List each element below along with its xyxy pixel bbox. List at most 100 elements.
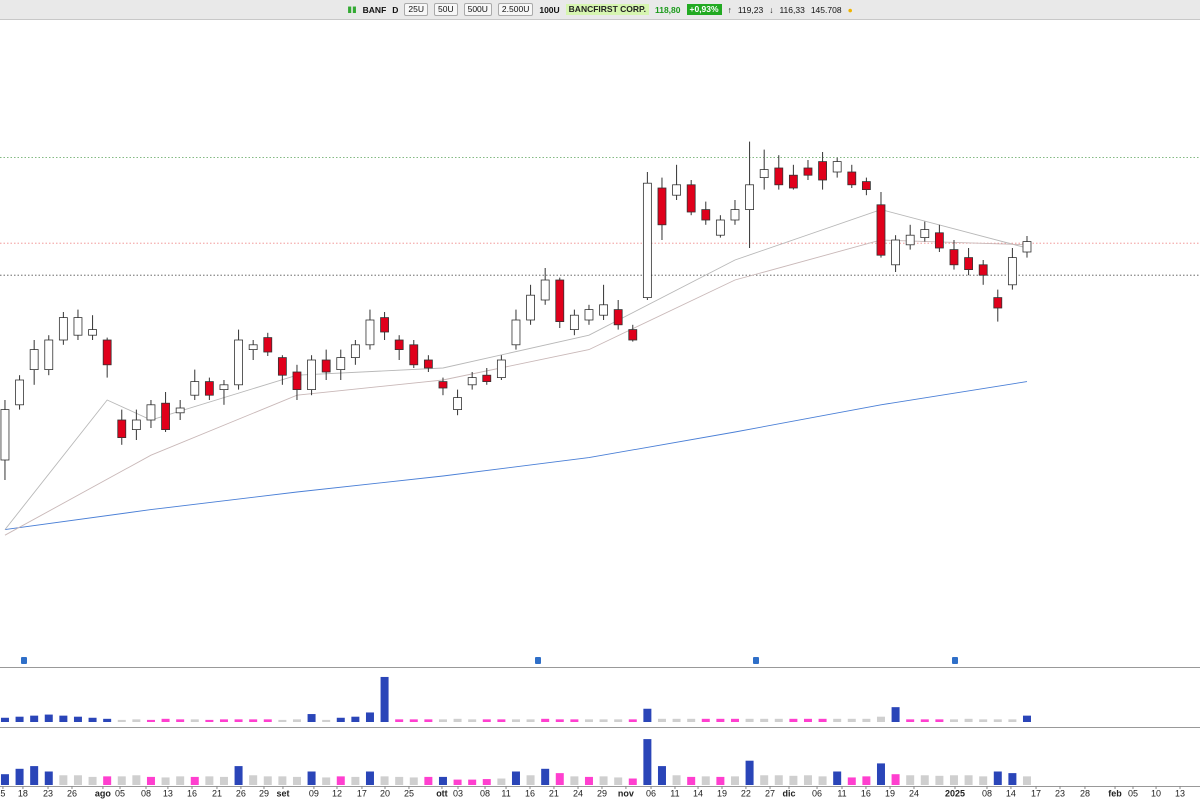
volume-bar [365, 712, 374, 722]
x-tick-label: 19 [885, 788, 895, 798]
volume-bar [614, 777, 623, 785]
x-tick-label: ott [436, 788, 448, 798]
volume-bar [424, 776, 433, 785]
volume-bar [1022, 715, 1031, 722]
volume-bar [0, 717, 9, 722]
moving-average [4, 209, 1028, 530]
range-button[interactable]: 2.500U [497, 3, 534, 16]
change: +0,93% [686, 4, 722, 15]
volume-bar [906, 719, 915, 722]
volume-bar [1008, 773, 1017, 785]
volume-bar [774, 775, 783, 785]
candle-body [380, 317, 389, 333]
candle-body [964, 257, 973, 271]
event-marker[interactable] [952, 657, 958, 664]
volume-bar [1008, 719, 1017, 722]
volume-bar [292, 776, 301, 785]
candle-body [131, 419, 141, 431]
candle-body [15, 379, 24, 406]
volume-bar [322, 777, 331, 785]
range-button[interactable]: 25U [404, 3, 428, 16]
volume-bar [292, 719, 301, 722]
volume-bar [774, 718, 783, 722]
low-arrow: ↓ [769, 4, 774, 15]
x-tick-label: 13 [1175, 788, 1185, 798]
candle-body [920, 229, 930, 239]
x-tick-label: 03 [453, 788, 463, 798]
candle-body [613, 309, 623, 326]
volume-bar [687, 718, 696, 722]
volume-bar [438, 776, 447, 785]
volume-bar [190, 719, 199, 722]
candle-body [423, 359, 433, 369]
volume-bar [395, 776, 404, 785]
event-marker[interactable] [753, 657, 759, 664]
candle-body [307, 359, 316, 391]
volume-bar [482, 719, 491, 722]
volume-bar [628, 778, 637, 785]
volume-bar [716, 718, 725, 722]
candle-body [511, 319, 521, 346]
bars-select[interactable]: 100U [539, 4, 560, 15]
candle-body [438, 381, 448, 389]
x-tick-label: 17 [357, 788, 367, 798]
candle-body [628, 329, 638, 341]
volume-bar [15, 716, 24, 722]
volume-bar [818, 718, 827, 722]
candle-body [526, 294, 535, 321]
volume-bar [876, 716, 885, 722]
candle-body [715, 219, 725, 236]
candle-body [394, 339, 404, 351]
volume-bar [584, 719, 593, 722]
x-tick-label: 09 [309, 788, 319, 798]
candle-body [321, 359, 331, 373]
chart-icon[interactable]: ▮▮ [347, 4, 357, 14]
volume-bar [205, 719, 214, 722]
volume-bar [789, 775, 798, 785]
volume-bar [511, 719, 520, 722]
candle-body [686, 184, 696, 213]
x-tick-label: 29 [259, 788, 269, 798]
candle-body [29, 349, 39, 371]
x-tick-label: 11 [837, 788, 846, 798]
volume-bar [132, 775, 141, 785]
candle-body [993, 297, 1003, 309]
range-button[interactable]: 50U [434, 3, 458, 16]
x-tick-label: 29 [597, 788, 607, 798]
candle-body [1022, 241, 1032, 253]
volume-bar [526, 719, 535, 722]
candle-body [759, 169, 769, 179]
volume-bar [176, 719, 185, 722]
x-tick-label: 22 [741, 788, 751, 798]
event-marker[interactable] [21, 657, 27, 664]
x-tick-label: 21 [212, 788, 222, 798]
candle-body [0, 409, 10, 461]
volume-bar [555, 719, 564, 722]
x-tick-label: 24 [573, 788, 583, 798]
candle-body [847, 171, 857, 186]
volume-bar [161, 777, 170, 785]
x-tick-label: feb [1108, 788, 1122, 798]
volume-bar [760, 718, 769, 722]
moving-average [4, 381, 1028, 531]
x-tick-label: 5 [0, 788, 5, 798]
volume-bar [599, 719, 608, 722]
moving-average [4, 239, 1028, 536]
period[interactable]: D [392, 4, 399, 15]
volume-bar [701, 718, 710, 722]
high-arrow: ↑ [727, 4, 732, 15]
candle-body [496, 359, 506, 379]
x-tick-label: 06 [812, 788, 822, 798]
candle-body [453, 397, 462, 411]
volume-bar [380, 776, 389, 785]
volume-bar [818, 776, 827, 785]
event-marker[interactable] [535, 657, 541, 664]
range-button[interactable]: 500U [463, 3, 492, 16]
volume-bar [920, 775, 929, 785]
candle-body [117, 419, 127, 439]
candle-body [365, 319, 375, 346]
volume-bar [526, 775, 535, 785]
symbol[interactable]: BANF [362, 4, 387, 15]
volume-bar [30, 715, 39, 722]
